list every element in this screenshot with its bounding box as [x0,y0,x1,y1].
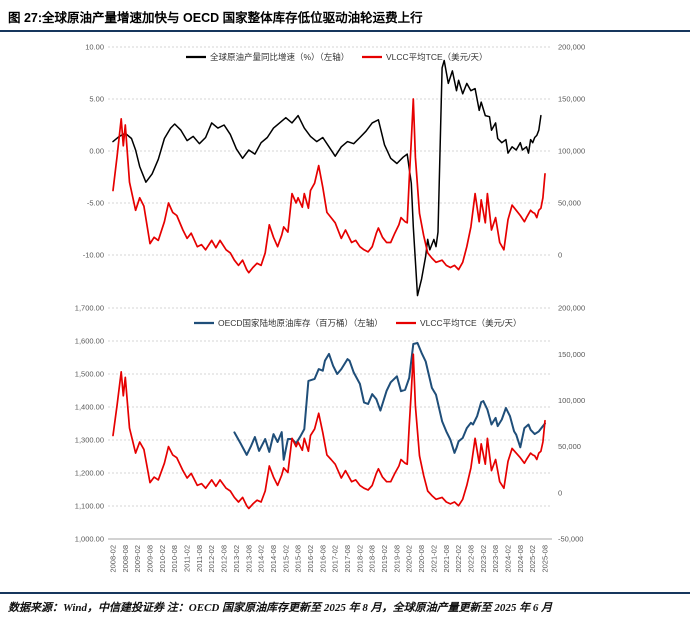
left-axis-tick: 1,200.00 [75,469,104,478]
x-axis-tick: 2025-08 [541,545,550,573]
right-axis-tick: 150,000 [558,95,585,104]
left-axis-tick: 1,100.00 [75,502,104,511]
right-axis-tick: 100,000 [558,147,585,156]
right-axis-tick: 100,000 [558,396,585,405]
x-axis-tick: 2018-02 [355,545,364,573]
right-axis-tick: -50,000 [558,535,583,544]
x-axis-tick: 2015-08 [294,545,303,573]
legend-label: 全球原油产量同比增速（%）（左轴） [210,52,349,62]
x-axis-tick: 2016-02 [306,545,315,573]
x-axis-tick: 2019-02 [380,545,389,573]
x-axis-tick: 2015-02 [281,545,290,573]
x-axis-tick: 2011-08 [195,545,204,572]
right-axis-tick: 0 [558,488,562,497]
series-line [233,342,546,461]
source-note: 数据来源：Wind，中信建投证券 注：OECD 国家原油库存更新至 2025 年… [8,602,553,614]
left-axis-tick: 1,700.00 [75,304,104,313]
x-axis-tick: 2010-02 [158,545,167,573]
x-axis-tick: 2021-08 [442,545,451,573]
left-axis-tick: -5.00 [87,199,104,208]
left-axis-tick: 5.00 [89,95,104,104]
left-axis-tick: 1,500.00 [75,370,104,379]
x-axis-tick: 2017-08 [343,545,352,573]
x-axis-tick: 2022-08 [466,545,475,573]
legend-label: VLCC平均TCE（美元/天） [420,318,522,328]
figure-title: 图 27:全球原油产量增速加快与 OECD 国家整体库存低位驱动油轮运费上行 [8,11,423,25]
x-axis-tick: 2019-08 [392,545,401,573]
x-axis-tick: 2014-02 [257,545,266,573]
x-axis-tick: 2012-02 [207,545,216,573]
right-axis-tick: 0 [558,251,562,260]
x-axis-tick: 2023-08 [491,545,500,573]
x-axis-tick: 2008-08 [121,545,130,573]
x-axis-tick: 2013-08 [244,545,253,573]
x-axis-tick: 2020-02 [405,545,414,573]
left-axis-tick: 1,000.00 [75,535,104,544]
x-axis-tick: 2017-02 [331,545,340,573]
x-axis-tick: 2014-08 [269,545,278,573]
x-axis-tick: 2024-02 [504,545,513,573]
bottom-rule [0,592,690,594]
right-axis-tick: 150,000 [558,350,585,359]
right-axis-tick: 50,000 [558,199,581,208]
x-axis-tick: 2023-02 [479,545,488,573]
x-axis-tick: 2020-08 [417,545,426,573]
left-axis-tick: 1,600.00 [75,337,104,346]
chart-1: 10.00 5.00 0.00 -5.00 -10.00 200,000 150,000 10… [83,43,585,297]
series-line [112,353,546,510]
left-axis-tick: 1,300.00 [75,436,104,445]
legend-label: VLCC平均TCE（美元/天） [386,52,488,62]
chart-2: 1,700.00 1,600.00 1,500.00 1,400.00 1,300.00… [75,304,585,573]
series-line [112,59,542,297]
x-axis-tick: 2021-02 [429,545,438,573]
x-axis-tick: 2009-02 [133,545,142,573]
x-axis-tick: 2025-02 [528,545,537,573]
right-axis-tick: 50,000 [558,442,581,451]
left-axis-tick: -10.00 [83,251,104,260]
x-axis-tick: 2008-02 [109,545,118,573]
left-axis-tick: 10.00 [85,43,104,52]
x-axis-tick: 2024-08 [516,545,525,573]
x-axis-tick: 2016-08 [318,545,327,573]
top-rule [0,30,690,32]
series-line [112,98,546,274]
legend-label: OECD国家陆地原油库存（百万桶）（左轴） [218,318,383,328]
dual-line-chart: 10.00 5.00 0.00 -5.00 -10.00 200,000 150,000 10… [75,43,585,573]
x-axis-tick: 2010-08 [170,545,179,573]
x-axis-tick: 2011-02 [183,545,192,572]
x-axis-tick: 2012-08 [220,545,229,573]
x-axis-tick: 2022-02 [454,545,463,573]
left-axis-tick: 0.00 [89,147,104,156]
left-axis-tick: 1,400.00 [75,403,104,412]
x-axis-tick: 2009-08 [146,545,155,573]
right-axis-tick: 200,000 [558,304,585,313]
x-axis-tick: 2018-08 [368,545,377,573]
right-axis-tick: 200,000 [558,43,585,52]
x-axis-tick: 2013-02 [232,545,241,573]
